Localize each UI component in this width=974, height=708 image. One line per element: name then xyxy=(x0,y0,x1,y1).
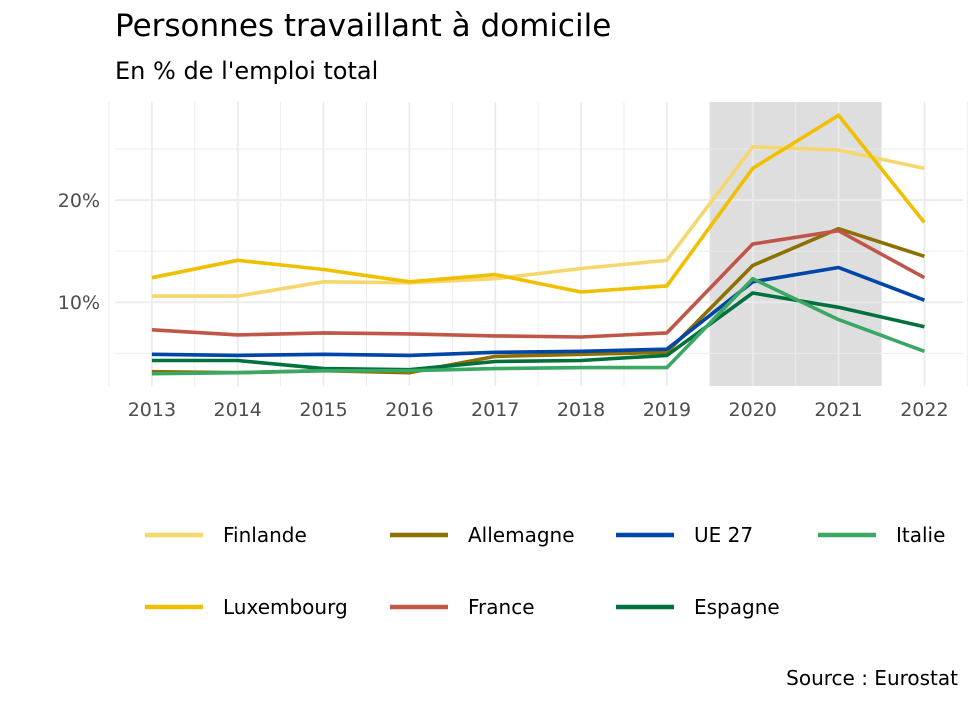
y-tick-label: 10% xyxy=(58,292,100,314)
x-tick-label: 2013 xyxy=(128,399,176,421)
legend: Finlande Luxembourg Allemagne France UE 27 Es… xyxy=(145,523,945,619)
legend-item-finlande: Finlande xyxy=(145,523,307,547)
series-layer xyxy=(151,113,926,376)
legend-item-allemagne: Allemagne xyxy=(390,523,575,547)
legend-item-france: France xyxy=(390,595,535,619)
legend-item-luxembourg: Luxembourg xyxy=(145,595,348,619)
x-tick-label: 2015 xyxy=(299,399,347,421)
legend-item-espagne: Espagne xyxy=(616,595,780,619)
y-tick-label: 20% xyxy=(58,190,100,212)
series-line-france xyxy=(151,228,926,339)
x-tick-label: 2022 xyxy=(900,399,948,421)
x-tick-label: 2017 xyxy=(471,399,519,421)
chart-subtitle: En % de l'emploi total xyxy=(115,57,379,85)
legend-item-italie: Italie xyxy=(818,523,945,547)
legend-label: Luxembourg xyxy=(223,595,348,619)
gridlines xyxy=(108,102,968,386)
legend-label: France xyxy=(468,595,535,619)
series-line-luxembourg xyxy=(151,113,926,294)
x-tick-label: 2020 xyxy=(729,399,777,421)
series-line-italie xyxy=(151,276,926,376)
legend-label: Italie xyxy=(896,523,945,547)
x-tick-label: 2014 xyxy=(214,399,262,421)
chart-title: Personnes travaillant à domicile xyxy=(115,8,612,44)
legend-label: Espagne xyxy=(694,595,780,619)
series-line-finlande xyxy=(151,145,925,298)
x-tick-label: 2016 xyxy=(385,399,433,421)
axis-labels: 2013 2014 2015 2016 2017 2018 2019 2020 2021 2022… xyxy=(58,190,949,421)
x-tick-label: 2019 xyxy=(643,399,691,421)
legend-label: Allemagne xyxy=(468,523,575,547)
x-tick-label: 2018 xyxy=(557,399,605,421)
series-line-ue-27 xyxy=(151,265,926,358)
legend-item-ue-27: UE 27 xyxy=(616,523,753,547)
legend-label: Finlande xyxy=(223,523,307,547)
source-note: Source : Eurostat xyxy=(786,666,958,690)
x-tick-label: 2021 xyxy=(814,399,862,421)
legend-label: UE 27 xyxy=(694,523,753,547)
